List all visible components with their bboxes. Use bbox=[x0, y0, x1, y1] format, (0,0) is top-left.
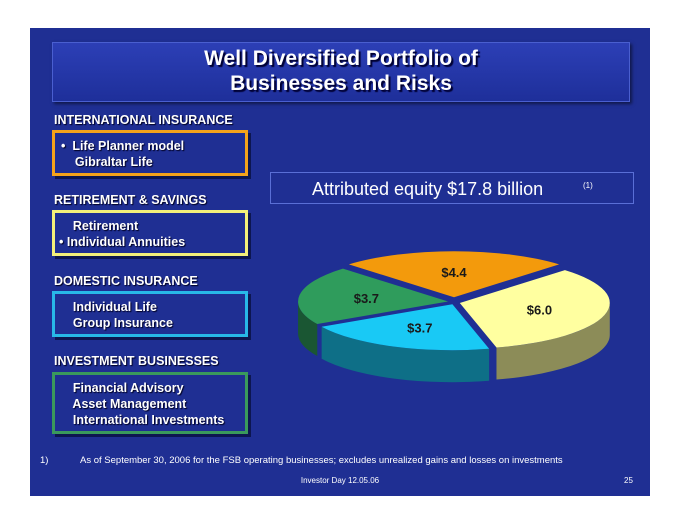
equity-label: Attributed equity $17.8 billion bbox=[312, 179, 544, 199]
section-heading-investment: INVESTMENT BUSINESSES bbox=[54, 354, 219, 368]
pie-slice-label: $3.7 bbox=[407, 320, 432, 335]
pie-slice bbox=[348, 251, 560, 298]
section-heading-international: INTERNATIONAL INSURANCE bbox=[54, 113, 233, 127]
pie-slice bbox=[298, 268, 449, 325]
footer-text: Investor Day 12.05.06 bbox=[300, 476, 380, 485]
equity-box bbox=[270, 172, 634, 204]
equity-footnote-ref: (1) bbox=[583, 181, 593, 190]
title-line-2: Businesses and Risks bbox=[230, 72, 452, 95]
pie-slice bbox=[459, 270, 610, 348]
section-item: Financial Advisory bbox=[59, 381, 184, 395]
section-box-retirement: Retirement • Individual Annuities bbox=[52, 210, 248, 256]
section-item: Gibraltar Life bbox=[61, 155, 153, 169]
pie-slice-side bbox=[298, 301, 318, 357]
footnote-number: 1) bbox=[40, 455, 49, 466]
section-item: International Investments bbox=[59, 413, 225, 427]
section-heading-domestic: DOMESTIC INSURANCE bbox=[54, 274, 198, 288]
pie-slice-label: $4.4 bbox=[441, 265, 467, 280]
section-box-international: • Life Planner model Gibraltar Life bbox=[52, 130, 248, 176]
footnote-text: As of September 30, 2006 for the FSB ope… bbox=[80, 455, 563, 466]
section-item: • Individual Annuities bbox=[59, 235, 186, 249]
section-item: Asset Management bbox=[59, 397, 187, 411]
pie-chart: $4.4 $6.0 $3.7 $3.7 bbox=[298, 251, 610, 383]
pie-slice-label: $3.7 bbox=[354, 291, 379, 306]
section-heading-retirement: RETIREMENT & SAVINGS bbox=[54, 193, 207, 207]
pie-slice-label: $6.0 bbox=[527, 303, 552, 318]
page-title: Well Diversified Portfolio of Businesses… bbox=[52, 46, 630, 96]
section-item: • Life Planner model bbox=[61, 139, 185, 153]
pie-slice bbox=[321, 304, 490, 351]
title-box bbox=[52, 42, 630, 102]
pie-slice-side bbox=[496, 302, 610, 380]
section-box-investment: Financial Advisory Asset Management Inte… bbox=[52, 372, 248, 434]
page-number: 25 bbox=[624, 476, 633, 485]
pie-slice-side bbox=[321, 326, 490, 383]
section-box-domestic: Individual Life Group Insurance bbox=[52, 291, 248, 337]
section-item: Individual Life bbox=[59, 300, 157, 314]
section-item: Retirement bbox=[59, 219, 139, 233]
title-line-1: Well Diversified Portfolio of bbox=[204, 47, 478, 70]
section-item: Group Insurance bbox=[59, 316, 173, 330]
